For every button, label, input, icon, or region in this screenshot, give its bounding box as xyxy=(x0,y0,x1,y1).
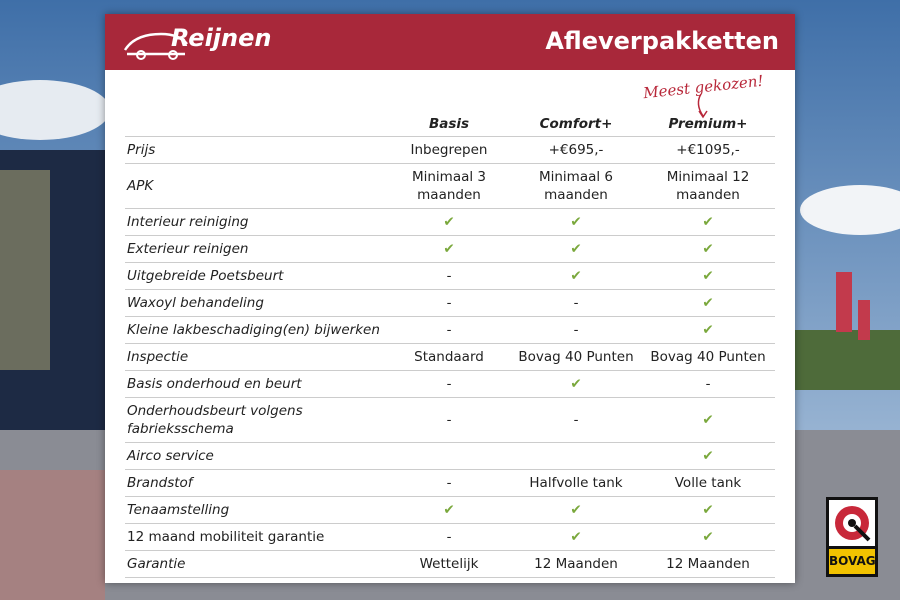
row-label: Basis onderhoud en beurt xyxy=(125,370,387,398)
row-label: Inspectie xyxy=(125,343,387,371)
cell xyxy=(387,442,511,470)
table-row: Kleine lakbeschadiging(en) bijwerken - - ✔ xyxy=(125,316,775,344)
cell xyxy=(511,442,641,470)
logo: Reijnen xyxy=(171,24,272,52)
cell: ✔ xyxy=(641,523,775,551)
cell: ✔ xyxy=(511,208,641,236)
table-row: Uitgebreide Poetsbeurt - ✔ ✔ xyxy=(125,262,775,290)
cell: Minimaal 6 maanden xyxy=(511,163,641,209)
cell: ✔ xyxy=(641,316,775,344)
row-label: Airco service xyxy=(125,442,387,470)
cell: Volle tank xyxy=(641,469,775,497)
cell: - xyxy=(387,262,511,290)
cell: ✔ xyxy=(387,235,511,263)
cell: - xyxy=(511,316,641,344)
badge-icon xyxy=(829,500,875,546)
header-cell xyxy=(125,112,387,137)
row-label: Waxoyl behandeling xyxy=(125,289,387,317)
table-row: Airco service ✔ xyxy=(125,442,775,470)
cell: ✔ xyxy=(641,262,775,290)
cell: 12 Maanden xyxy=(511,550,641,578)
cell: Bovag 40 Punten xyxy=(511,343,641,371)
row-label: Brandstof xyxy=(125,469,387,497)
cell: ✔ xyxy=(641,442,775,470)
badge-label: BOVAG xyxy=(829,549,876,574)
table-row: 12 maand mobiliteit garantie - ✔ ✔ xyxy=(125,523,775,551)
row-label: Tenaamstelling xyxy=(125,496,387,524)
row-label: Garantie xyxy=(125,550,387,578)
cell: ✔ xyxy=(511,523,641,551)
cell: ✔ xyxy=(511,235,641,263)
row-label: Uitgebreide Poetsbeurt xyxy=(125,262,387,290)
header-row: Basis Comfort+ Premium+ xyxy=(125,112,775,137)
table-row: APK Minimaal 3 maanden Minimaal 6 maanden M… xyxy=(125,163,775,209)
table-row: Interieur reiniging ✔ ✔ ✔ xyxy=(125,208,775,236)
cell: - xyxy=(387,469,511,497)
cell: Minimaal 12 maanden xyxy=(641,163,775,209)
table-row: Exterieur reinigen ✔ ✔ ✔ xyxy=(125,235,775,263)
row-label: Kleine lakbeschadiging(en) bijwerken xyxy=(125,316,387,344)
card: Reijnen Afleverpakketten Meest gekozen! … xyxy=(105,14,795,583)
cell: - xyxy=(387,316,511,344)
cell: - xyxy=(511,397,641,443)
row-label: Prijs xyxy=(125,136,387,164)
cell: ✔ xyxy=(387,208,511,236)
table-row: Garantie Wettelijk 12 Maanden 12 Maanden xyxy=(125,550,775,578)
row-label: 12 maand mobiliteit garantie xyxy=(125,523,387,551)
logo-car xyxy=(123,32,188,60)
table-row: Prijs Inbegrepen +€695,- +€1095,- xyxy=(125,136,775,164)
table-row: Basis onderhoud en beurt - ✔ - xyxy=(125,370,775,398)
cell: Halfvolle tank xyxy=(511,469,641,497)
bovag-badge: BOVAG xyxy=(826,497,878,577)
table-row: Tenaamstelling ✔ ✔ ✔ xyxy=(125,496,775,524)
cell: ✔ xyxy=(511,370,641,398)
column-header: Basis xyxy=(387,112,511,137)
column-header: Comfort+ xyxy=(511,112,641,137)
cell: - xyxy=(387,370,511,398)
cell: +€695,- xyxy=(511,136,641,164)
cell: ✔ xyxy=(641,289,775,317)
table-row: Brandstof - Halfvolle tank Volle tank xyxy=(125,469,775,497)
cell: ✔ xyxy=(511,262,641,290)
header-bar: Reijnen Afleverpakketten xyxy=(105,14,795,70)
cell: ✔ xyxy=(511,496,641,524)
cell: Standaard xyxy=(387,343,511,371)
table-row: Waxoyl behandeling - - ✔ xyxy=(125,289,775,317)
cell: - xyxy=(511,289,641,317)
cell: ✔ xyxy=(641,235,775,263)
cell: - xyxy=(387,397,511,443)
cell: Bovag 40 Punten xyxy=(641,343,775,371)
cell: ✔ xyxy=(641,208,775,236)
cell: - xyxy=(387,523,511,551)
cell: ✔ xyxy=(641,397,775,443)
cell: - xyxy=(641,370,775,398)
row-label: Onderhoudsbeurt volgens fabrieksschema xyxy=(125,397,387,443)
cell: Minimaal 3 maanden xyxy=(387,163,511,209)
cell: ✔ xyxy=(387,496,511,524)
table-row: Onderhoudsbeurt volgens fabrieksschema - -… xyxy=(125,397,775,443)
cell: +€1095,- xyxy=(641,136,775,164)
row-label: APK xyxy=(125,163,387,209)
column-header: Premium+ xyxy=(641,112,775,137)
cell: Inbegrepen xyxy=(387,136,511,164)
row-label: Interieur reiniging xyxy=(125,208,387,236)
cell: 12 Maanden xyxy=(641,550,775,578)
cell: ✔ xyxy=(641,496,775,524)
package-table: Basis Comfort+ Premium+ Prijs Inbegrepen +€6… xyxy=(125,112,775,578)
page-title: Afleverpakketten xyxy=(545,27,779,55)
cell: - xyxy=(387,289,511,317)
cell: Wettelijk xyxy=(387,550,511,578)
row-label: Exterieur reinigen xyxy=(125,235,387,263)
table-row: Inspectie Standaard Bovag 40 Punten Bovag 4… xyxy=(125,343,775,371)
